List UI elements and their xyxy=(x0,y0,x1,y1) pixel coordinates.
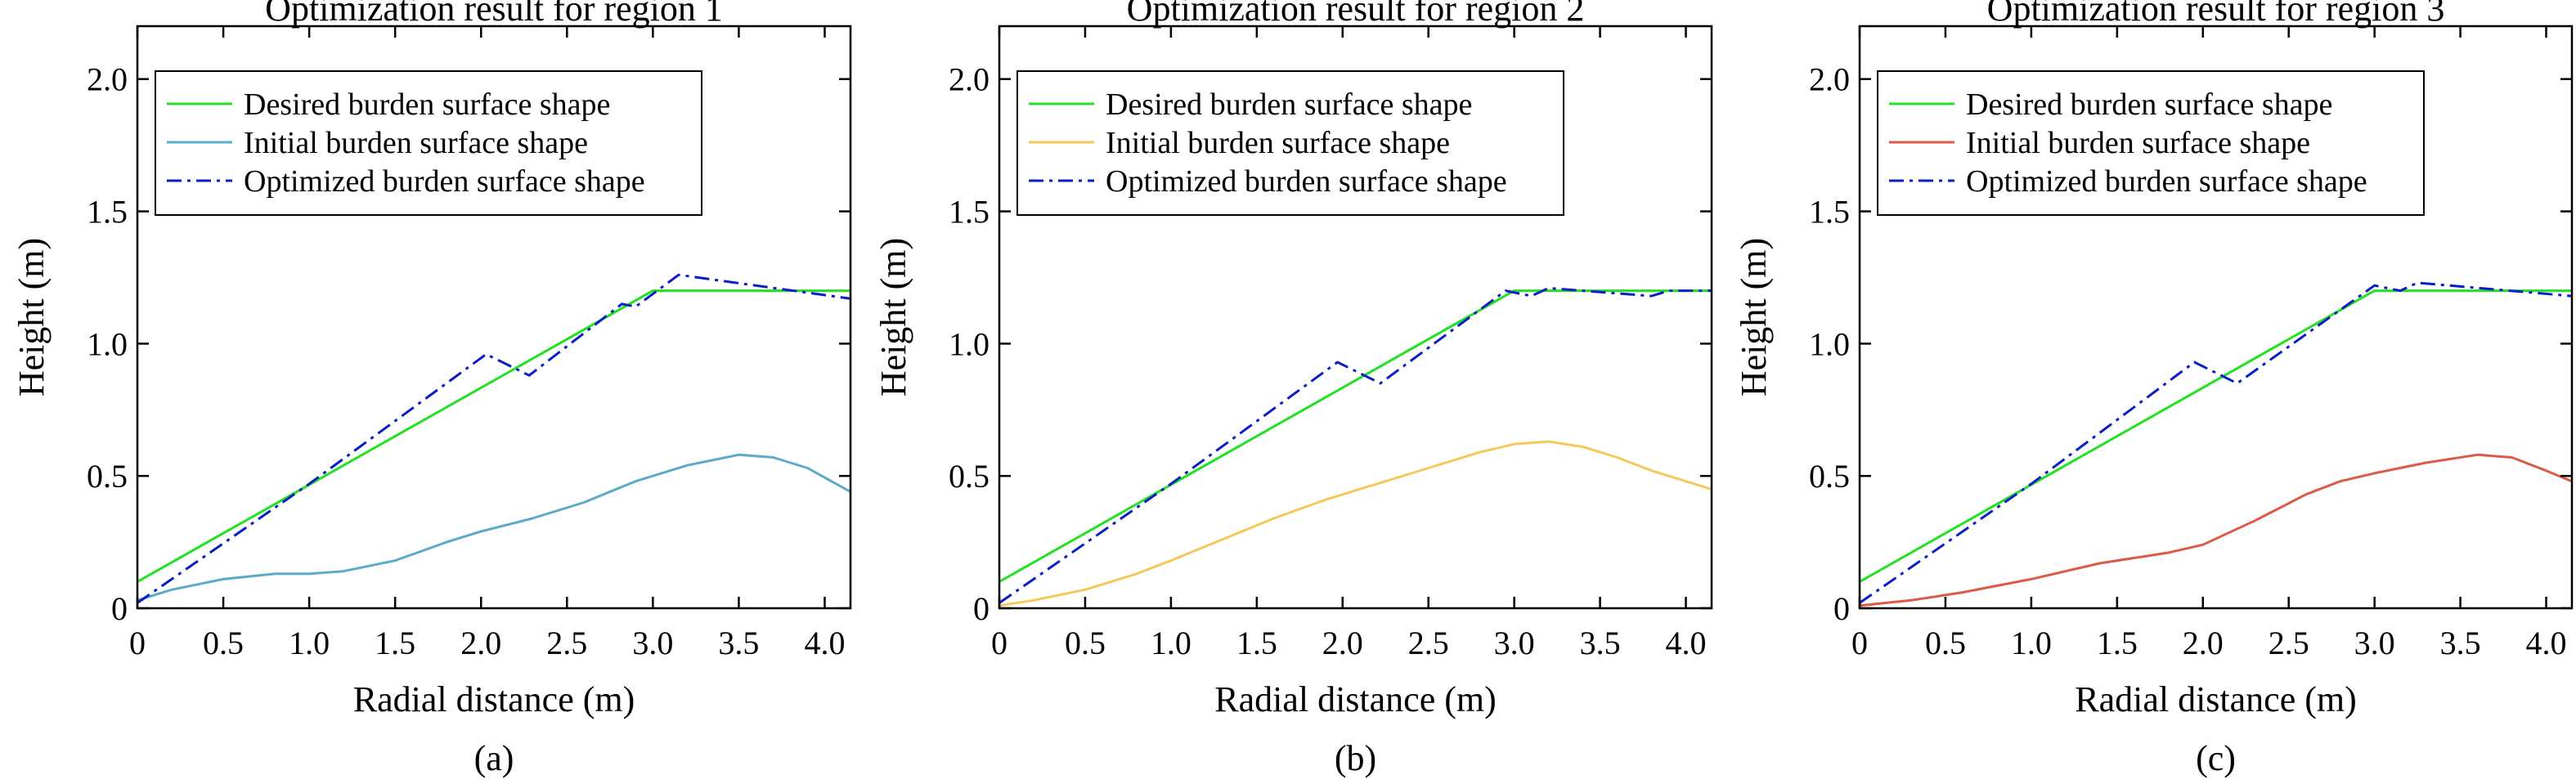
x-tick-label: 2.0 xyxy=(460,625,501,661)
legend-box xyxy=(155,70,702,216)
y-tick-label: 1.0 xyxy=(949,325,990,362)
y-tick-label: 1.0 xyxy=(87,325,128,362)
legend-label-3: Optimized burden surface shape xyxy=(244,164,645,199)
series-line-3 xyxy=(999,286,1712,604)
x-tick-label: 3.0 xyxy=(632,625,673,661)
legend-label-3: Optimized burden surface shape xyxy=(1966,164,2367,199)
chart-panel-2: 0 0.5 1.0 1.5 2.0 2.5 3.0 3.5 4.0 0 0.5 1.0 1.5 2.0 Op… xyxy=(873,0,1713,778)
legend-label-3: Optimized burden surface shape xyxy=(1106,164,1507,199)
series-line-3 xyxy=(1860,281,2572,604)
y-tick-label: 0 xyxy=(111,590,128,627)
legend-label-2: Initial burden surface shape xyxy=(1966,126,2310,160)
chart-panel-3: 0 0.5 1.0 1.5 2.0 2.5 3.0 3.5 4.0 0 0.5 1.0 1.5 2.0 Op… xyxy=(1734,0,2574,778)
legend-box xyxy=(1016,70,1564,216)
x-tick-label: 3.5 xyxy=(718,625,759,661)
series-group xyxy=(999,286,1712,607)
legend-label-2: Initial burden surface shape xyxy=(1106,126,1450,160)
y-tick-label: 1.5 xyxy=(87,194,128,231)
legend: Desired burden surface shape Initial burd… xyxy=(1016,70,1564,216)
plot-frame xyxy=(136,25,852,610)
series-line-2 xyxy=(137,453,850,602)
x-tick-label: 4.0 xyxy=(2526,625,2567,661)
x-tick-label: 0 xyxy=(1851,625,1868,661)
y-tick-label: 0.5 xyxy=(1809,458,1850,495)
y-tick-label: 0 xyxy=(1833,590,1850,627)
panel-caption: (b) xyxy=(1335,738,1376,778)
x-tick-label: 3.5 xyxy=(2440,625,2481,661)
y-tick-label: 2.0 xyxy=(1809,61,1850,98)
series-group xyxy=(137,273,850,604)
x-tick-label: 0.5 xyxy=(1065,625,1106,661)
legend: Desired burden surface shape Initial burd… xyxy=(155,70,702,216)
legend-label-2: Initial burden surface shape xyxy=(244,126,588,160)
series-line-2 xyxy=(999,440,1712,607)
x-tick-label: 2.5 xyxy=(2269,625,2309,661)
y-tick-label: 1.5 xyxy=(949,194,990,231)
x-tick-label: 1.0 xyxy=(2011,625,2052,661)
chart-title: Optimization result for region 1 xyxy=(265,0,723,29)
chart-title: Optimization result for region 2 xyxy=(1127,0,1585,29)
plot-frame xyxy=(998,25,1713,610)
x-tick-label: 2.0 xyxy=(2183,625,2224,661)
legend-box xyxy=(1877,70,2425,216)
x-tick-label: 0 xyxy=(129,625,146,661)
chart-panel-1: 0 0.5 1.0 1.5 2.0 2.5 3.0 3.5 4.0 0 0.5 1.0 1.5 2.0 Op… xyxy=(11,0,852,778)
y-tick-label: 0.5 xyxy=(949,458,990,495)
x-tick-label: 2.0 xyxy=(1322,625,1363,661)
x-tick-label: 2.5 xyxy=(1408,625,1449,661)
x-tick-label: 0.5 xyxy=(203,625,244,661)
legend-label-1: Desired burden surface shape xyxy=(1106,87,1472,122)
y-axis-label: Height (m) xyxy=(873,238,913,396)
x-tick-label: 1.0 xyxy=(1151,625,1192,661)
panel-caption: (c) xyxy=(2196,738,2236,778)
x-tick-label: 4.0 xyxy=(804,625,845,661)
x-axis-label: Radial distance (m) xyxy=(1214,679,1497,719)
x-tick-label: 1.5 xyxy=(375,625,415,661)
y-tick-label: 0 xyxy=(973,590,990,627)
x-tick-label: 4.0 xyxy=(1666,625,1707,661)
series-line-3 xyxy=(137,273,850,604)
y-axis-label: Height (m) xyxy=(1734,238,1774,396)
x-tick-label: 1.5 xyxy=(2097,625,2138,661)
x-tick-label: 0 xyxy=(991,625,1008,661)
x-tick-label: 3.5 xyxy=(1580,625,1621,661)
panel-caption: (a) xyxy=(474,738,514,778)
x-tick-label: 3.0 xyxy=(2354,625,2395,661)
series-group xyxy=(1860,281,2572,607)
x-tick-label: 3.0 xyxy=(1494,625,1535,661)
x-tick-label: 2.5 xyxy=(546,625,587,661)
legend: Desired burden surface shape Initial burd… xyxy=(1877,70,2425,216)
series-line-1 xyxy=(137,289,850,583)
y-tick-label: 2.0 xyxy=(87,61,128,98)
y-axis-label: Height (m) xyxy=(11,238,52,396)
y-tick-label: 2.0 xyxy=(949,61,990,98)
series-line-2 xyxy=(1860,453,2572,607)
legend-label-1: Desired burden surface shape xyxy=(1966,87,2332,122)
y-tick-label: 1.0 xyxy=(1809,325,1850,362)
y-tick-label: 1.5 xyxy=(1809,194,1850,231)
y-tick-label: 0.5 xyxy=(87,458,128,495)
x-tick-label: 1.0 xyxy=(289,625,330,661)
x-tick-label: 0.5 xyxy=(1925,625,1966,661)
x-axis-label: Radial distance (m) xyxy=(2075,679,2357,719)
x-tick-label: 1.5 xyxy=(1236,625,1277,661)
plot-frame xyxy=(1858,25,2574,610)
series-line-1 xyxy=(999,289,1712,583)
x-axis-label: Radial distance (m) xyxy=(353,679,635,719)
legend-label-1: Desired burden surface shape xyxy=(244,87,610,122)
chart-title: Optimization result for region 3 xyxy=(1987,0,2445,29)
